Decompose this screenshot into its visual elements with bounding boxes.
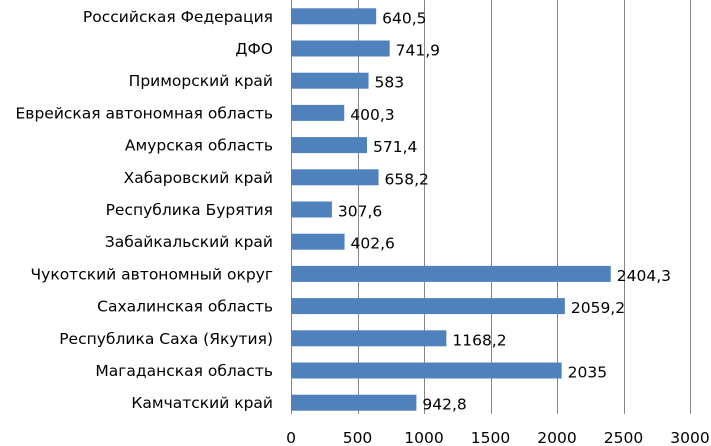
x-tick-label-1500: 1500 <box>471 429 510 446</box>
bar-1 <box>291 40 390 57</box>
category-label-0: Российская Федерация <box>83 8 273 26</box>
value-label-4: 571,4 <box>373 138 417 156</box>
bar-3 <box>291 104 345 121</box>
x-tick-label-3000: 3000 <box>670 429 709 446</box>
category-label-12: Камчатский край <box>131 394 273 412</box>
value-label-9: 2059,2 <box>571 299 625 317</box>
value-label-3: 400,3 <box>350 106 394 124</box>
bars <box>291 8 611 411</box>
category-label-10: Республика Саха (Якутия) <box>59 330 273 348</box>
value-label-2: 583 <box>375 74 405 92</box>
value-label-0: 640,5 <box>382 9 426 27</box>
category-label-7: Забайкальский край <box>105 233 273 251</box>
category-labels: Российская Федерация ДФО Приморский край Ев… <box>16 8 273 412</box>
bar-4 <box>291 137 367 154</box>
bar-7 <box>291 233 345 250</box>
category-label-9: Сахалинская область <box>97 298 273 316</box>
x-tick-label-500: 500 <box>343 429 373 446</box>
value-label-12: 942,8 <box>422 396 466 414</box>
value-label-10: 1168,2 <box>452 331 506 349</box>
bar-8 <box>291 265 611 282</box>
value-label-5: 658,2 <box>385 170 429 188</box>
bar-12 <box>291 394 417 411</box>
value-label-7: 402,6 <box>351 235 395 253</box>
category-label-4: Амурская область <box>125 137 273 155</box>
value-label-8: 2404,3 <box>617 267 671 285</box>
bar-9 <box>291 298 565 315</box>
value-label-11: 2035 <box>568 364 607 382</box>
category-label-5: Хабаровский край <box>124 169 273 187</box>
category-label-6: Республика Бурятия <box>106 201 273 219</box>
category-label-1: ДФО <box>235 40 273 58</box>
bar-0 <box>291 8 377 25</box>
x-tick-label-1000: 1000 <box>404 429 443 446</box>
category-label-3: Еврейская автономная область <box>16 104 273 122</box>
gridlines <box>291 0 691 414</box>
bar-5 <box>291 169 379 186</box>
x-tick-label-0: 0 <box>286 429 296 446</box>
bar-2 <box>291 72 369 89</box>
x-tick-label-2500: 2500 <box>604 429 643 446</box>
bar-6 <box>291 201 332 218</box>
x-tick-label-2000: 2000 <box>537 429 576 446</box>
bar-11 <box>291 362 562 379</box>
category-label-8: Чукотский автономный округ <box>31 265 273 283</box>
value-label-6: 307,6 <box>338 203 382 221</box>
category-label-2: Приморский край <box>129 72 273 90</box>
value-label-1: 741,9 <box>396 42 440 60</box>
category-label-11: Магаданская область <box>95 362 273 380</box>
bar-10 <box>291 330 447 347</box>
x-axis-ticks: 0 500 1000 1500 2000 2500 3000 <box>286 429 710 446</box>
